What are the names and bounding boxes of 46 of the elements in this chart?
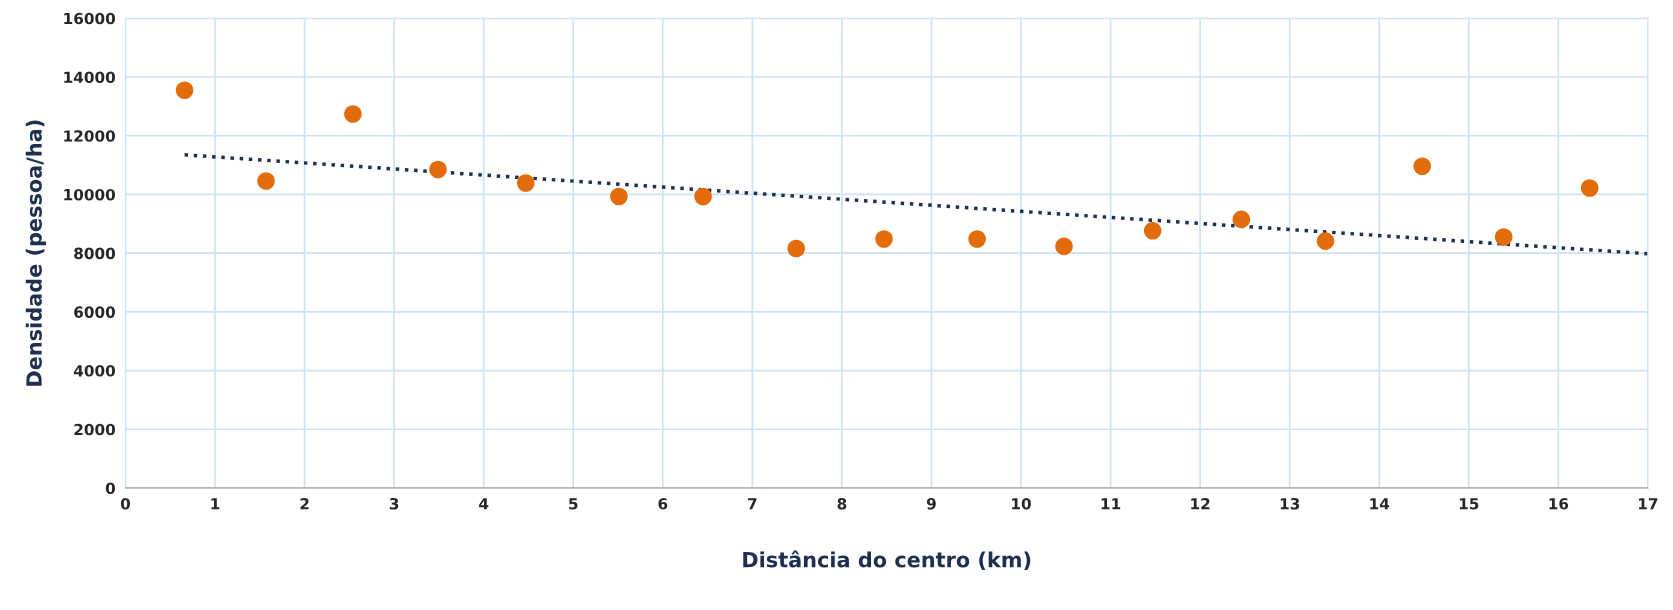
- x-tick-label: 9: [926, 498, 936, 510]
- point: [517, 174, 535, 192]
- y-tick-label: 14000: [64, 71, 116, 84]
- point: [1413, 157, 1432, 176]
- point: [1494, 228, 1513, 246]
- x-tick-label: 2: [300, 497, 309, 510]
- point: [610, 187, 628, 206]
- y-tick-label: 6000: [74, 306, 116, 318]
- point: [1055, 237, 1073, 256]
- x-tick-label: 8: [837, 497, 847, 510]
- x-tick-label: 3: [389, 497, 399, 510]
- y-tick-label: 10000: [64, 188, 116, 201]
- x-tick-label: 6: [658, 498, 668, 510]
- x-tick-label: 17: [1639, 498, 1658, 510]
- y-tick-label: 2000: [74, 423, 116, 436]
- point: [968, 230, 986, 248]
- point: [344, 105, 362, 123]
- y-tick-label: 16000: [64, 12, 116, 25]
- point: [875, 230, 893, 248]
- point: [1232, 210, 1251, 229]
- point: [175, 81, 194, 100]
- x-tick-label: 7: [748, 498, 757, 510]
- point: [1580, 179, 1599, 197]
- point: [694, 187, 712, 206]
- x-tick-label: 11: [1101, 498, 1121, 510]
- x-tick-label: 1: [211, 498, 220, 510]
- y-tick-label: 0: [105, 482, 116, 495]
- point: [1143, 222, 1162, 240]
- y-tick-label: 12000: [64, 130, 116, 142]
- point: [429, 160, 447, 179]
- x-tick-label: 10: [1012, 497, 1031, 510]
- x-tick-label: 15: [1459, 498, 1479, 510]
- x-axis-title: Distância do centro (km): [743, 550, 1031, 570]
- x-tick-label: 16: [1549, 498, 1569, 510]
- y-tick-label: 4000: [73, 365, 116, 377]
- x-tick-label: 5: [569, 498, 578, 510]
- point: [257, 172, 275, 190]
- point: [787, 239, 806, 258]
- x-tick-label: 4: [479, 498, 489, 510]
- x-tick-label: 12: [1191, 497, 1210, 510]
- point: [1316, 232, 1335, 250]
- x-tick-label: 14: [1370, 498, 1390, 510]
- y-axis-title: Densidade (pessoa/ha): [25, 120, 46, 386]
- x-tick-label: 13: [1280, 497, 1300, 510]
- x-tick-label: 0: [120, 497, 131, 510]
- y-tick-label: 8000: [74, 247, 116, 260]
